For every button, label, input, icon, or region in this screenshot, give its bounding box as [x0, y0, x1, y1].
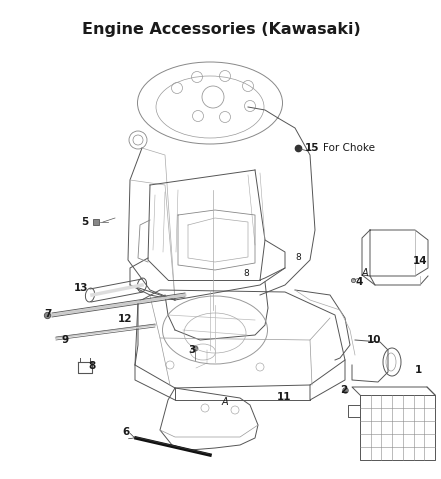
Text: Engine Accessories (Kawasaki): Engine Accessories (Kawasaki) [82, 22, 360, 37]
Text: 8: 8 [88, 361, 95, 371]
Text: 13: 13 [74, 283, 89, 293]
Text: 8: 8 [295, 253, 301, 262]
Text: 10: 10 [367, 335, 381, 345]
Text: 4: 4 [355, 277, 363, 287]
Text: For Choke: For Choke [323, 143, 375, 153]
Text: 9: 9 [62, 335, 69, 345]
Text: 15: 15 [305, 143, 319, 153]
Text: 1: 1 [415, 365, 422, 375]
Text: 5: 5 [81, 217, 88, 227]
Text: 12: 12 [118, 314, 132, 324]
Text: 14: 14 [413, 256, 428, 266]
Text: A: A [362, 268, 369, 278]
Text: 3: 3 [188, 345, 195, 355]
Text: 8: 8 [243, 269, 249, 277]
Text: 6: 6 [122, 427, 129, 437]
Text: 2: 2 [340, 385, 347, 395]
Text: 11: 11 [277, 392, 292, 402]
Text: A: A [222, 397, 228, 407]
Text: 7: 7 [44, 309, 51, 319]
